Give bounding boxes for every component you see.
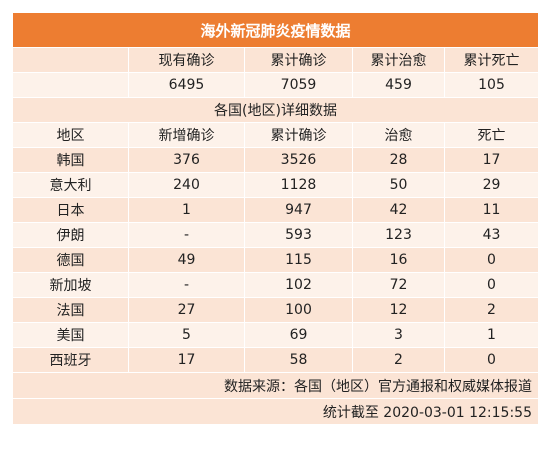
- cell-region: 日本: [12, 197, 129, 223]
- cell-total: 69: [244, 322, 353, 348]
- cell-region: 伊朗: [12, 222, 129, 248]
- cell-new: -: [128, 272, 245, 298]
- cell-new: 17: [128, 347, 245, 373]
- summary-header-total: 累计确诊: [244, 47, 353, 73]
- cell-deaths: 11: [444, 197, 539, 223]
- table-row: 法国 27 100 12 2: [12, 297, 539, 323]
- summary-header-row: 现有确诊 累计确诊 累计治愈 累计死亡: [12, 47, 539, 73]
- cell-deaths: 17: [444, 147, 539, 173]
- cell-total: 947: [244, 197, 353, 223]
- cell-deaths: 0: [444, 272, 539, 298]
- cell-recovered: 3: [352, 322, 445, 348]
- cell-recovered: 28: [352, 147, 445, 173]
- data-source-note: 数据来源：各国（地区）官方通报和权威媒体报道: [12, 372, 539, 399]
- cell-new: 27: [128, 297, 245, 323]
- detail-header-row: 地区 新增确诊 累计确诊 治愈 死亡: [12, 122, 539, 148]
- summary-value-current: 6495: [128, 72, 245, 98]
- column-header-total: 累计确诊: [244, 122, 353, 148]
- table-row: 韩国 376 3526 28 17: [12, 147, 539, 173]
- table-row: 新加坡 - 102 72 0: [12, 272, 539, 298]
- cell-total: 115: [244, 247, 353, 273]
- cell-region: 美国: [12, 322, 129, 348]
- summary-header-current: 现有确诊: [128, 47, 245, 73]
- column-header-new: 新增确诊: [128, 122, 245, 148]
- cell-deaths: 1: [444, 322, 539, 348]
- epidemic-data-panel: 海外新冠肺炎疫情数据 现有确诊 累计确诊 累计治愈 累计死亡 6495 7059…: [12, 12, 539, 425]
- table-title: 海外新冠肺炎疫情数据: [12, 12, 539, 48]
- cell-deaths: 43: [444, 222, 539, 248]
- cell-region: 德国: [12, 247, 129, 273]
- cell-deaths: 2: [444, 297, 539, 323]
- cell-region: 西班牙: [12, 347, 129, 373]
- cell-recovered: 123: [352, 222, 445, 248]
- cell-total: 3526: [244, 147, 353, 173]
- summary-header-deaths: 累计死亡: [444, 47, 539, 73]
- cell-region: 新加坡: [12, 272, 129, 298]
- summary-empty-cell: [12, 72, 129, 98]
- cell-total: 102: [244, 272, 353, 298]
- cell-total: 100: [244, 297, 353, 323]
- section-title: 各国(地区)详细数据: [12, 97, 539, 123]
- summary-header-recovered: 累计治愈: [352, 47, 445, 73]
- cell-deaths: 29: [444, 172, 539, 198]
- cell-new: 240: [128, 172, 245, 198]
- column-header-deaths: 死亡: [444, 122, 539, 148]
- cell-new: -: [128, 222, 245, 248]
- summary-value-recovered: 459: [352, 72, 445, 98]
- table-row: 伊朗 - 593 123 43: [12, 222, 539, 248]
- cell-region: 意大利: [12, 172, 129, 198]
- cell-deaths: 0: [444, 347, 539, 373]
- cell-deaths: 0: [444, 247, 539, 273]
- epidemic-table: 海外新冠肺炎疫情数据 现有确诊 累计确诊 累计治愈 累计死亡 6495 7059…: [12, 12, 539, 425]
- cell-recovered: 50: [352, 172, 445, 198]
- summary-value-deaths: 105: [444, 72, 539, 98]
- column-header-region: 地区: [12, 122, 129, 148]
- summary-empty-cell: [12, 47, 129, 73]
- table-row: 意大利 240 1128 50 29: [12, 172, 539, 198]
- cell-total: 593: [244, 222, 353, 248]
- cell-region: 韩国: [12, 147, 129, 173]
- table-row: 美国 5 69 3 1: [12, 322, 539, 348]
- cell-recovered: 16: [352, 247, 445, 273]
- table-row: 日本 1 947 42 11: [12, 197, 539, 223]
- cell-recovered: 72: [352, 272, 445, 298]
- summary-value-total: 7059: [244, 72, 353, 98]
- cell-new: 49: [128, 247, 245, 273]
- cell-new: 5: [128, 322, 245, 348]
- table-row: 西班牙 17 58 2 0: [12, 347, 539, 373]
- cell-total: 1128: [244, 172, 353, 198]
- cell-new: 376: [128, 147, 245, 173]
- cell-region: 法国: [12, 297, 129, 323]
- cell-recovered: 2: [352, 347, 445, 373]
- cell-total: 58: [244, 347, 353, 373]
- cell-new: 1: [128, 197, 245, 223]
- cell-recovered: 12: [352, 297, 445, 323]
- column-header-recovered: 治愈: [352, 122, 445, 148]
- summary-values-row: 6495 7059 459 105: [12, 72, 539, 98]
- statistics-timestamp: 统计截至 2020-03-01 12:15:55: [12, 398, 539, 425]
- cell-recovered: 42: [352, 197, 445, 223]
- table-row: 德国 49 115 16 0: [12, 247, 539, 273]
